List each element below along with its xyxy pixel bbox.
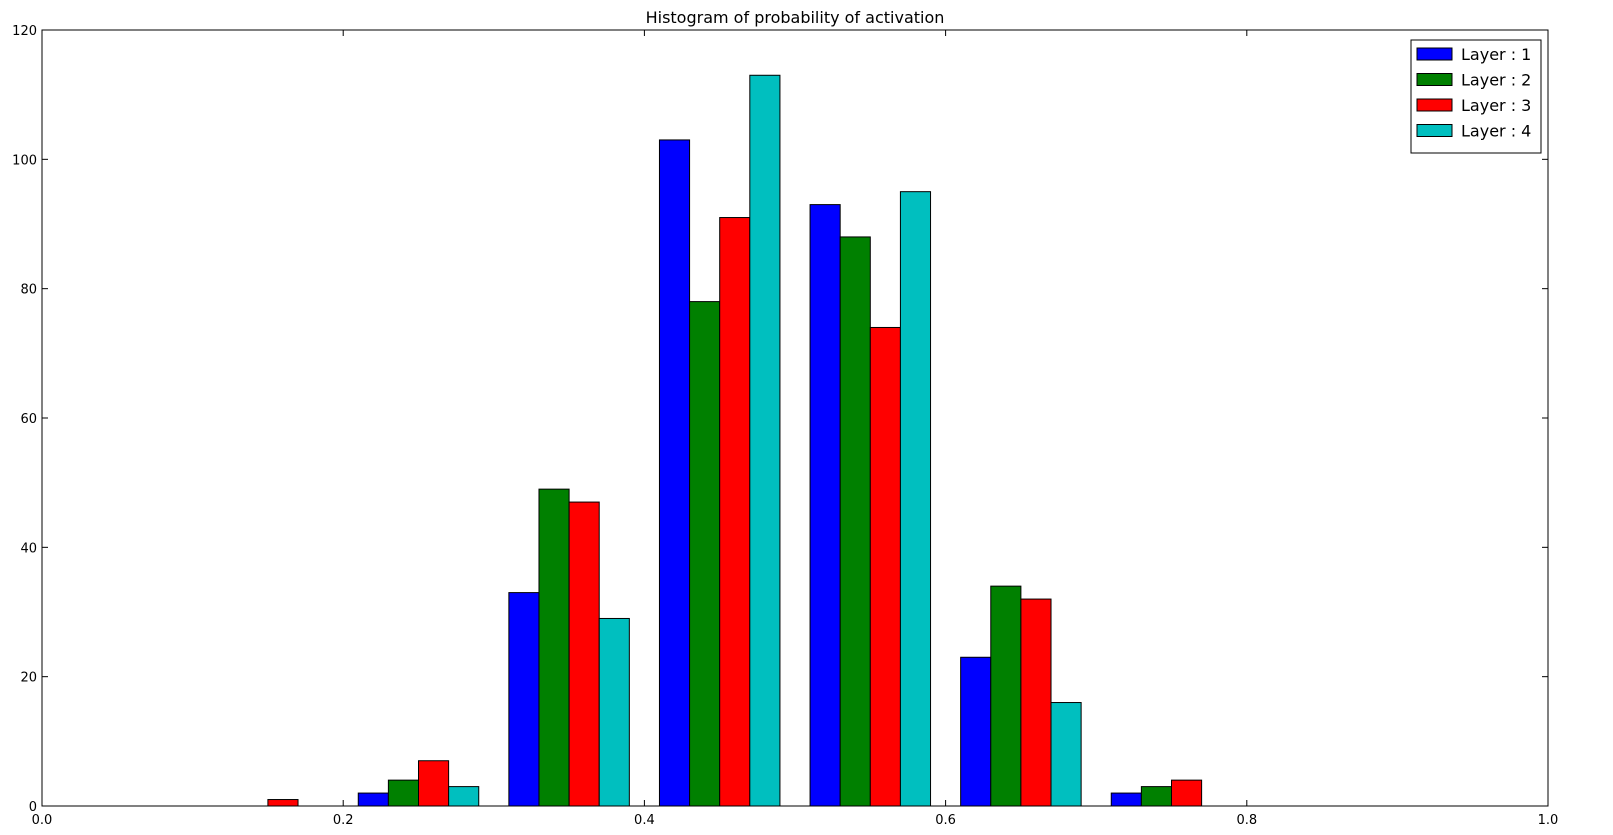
bar-layer-2-bin-7 [1140,786,1173,807]
bar-layer-1-bin-7 [1110,792,1142,807]
bar-layer-4-bin-6 [1050,702,1082,807]
x-tick-label: 0.0 [32,813,53,828]
bar-layer-1-bin-6 [960,656,992,807]
legend-label: Layer : 4 [1461,122,1531,141]
bar-layer-3-bin-4 [719,217,751,807]
x-tick-label: 0.2 [333,813,354,828]
bar-layer-4-bin-2 [448,786,480,807]
plot-frame [41,29,1549,807]
bar-layer-1-bin-4 [658,139,691,807]
bar-layer-2-bin-3 [538,488,570,807]
chart-title: Histogram of probability of activation [646,8,945,27]
y-tick-label: 80 [20,283,37,298]
legend-swatch [1416,73,1453,86]
x-tick-label: 0.4 [634,813,655,828]
legend-label: Layer : 1 [1461,45,1531,64]
legend-swatch [1416,124,1453,137]
legend-swatch [1416,47,1453,61]
bar-layer-3-bin-7 [1171,779,1203,807]
bar-layer-1-bin-5 [809,204,841,807]
y-tick-label: 100 [12,153,37,168]
x-tick-label: 0.6 [935,813,956,828]
bar-layer-3-bin-6 [1020,598,1052,807]
y-tick-label: 40 [20,541,37,556]
bar-layer-4-bin-4 [749,74,781,807]
x-tick-label: 1.0 [1538,813,1559,828]
y-tick-label: 60 [20,412,37,427]
bar-layer-3-bin-1 [267,799,299,807]
bar-layer-4-bin-5 [899,191,932,807]
legend-label: Layer : 2 [1461,71,1531,90]
bar-layer-3-bin-3 [568,501,600,807]
bar-layer-3-bin-2 [418,760,450,807]
y-tick-label: 20 [20,671,37,686]
legend-swatch [1416,98,1453,112]
bar-layer-2-bin-5 [839,236,871,807]
ticks-layer: 0.0 0.2 0.4 0.6 0.8 1.0 0 20 40 60 80 100 120 [12,24,1558,828]
bars-layer [267,74,1203,807]
bar-layer-3-bin-5 [869,326,901,807]
legend-label: Layer : 3 [1461,96,1531,115]
bar-layer-1-bin-2 [357,792,389,807]
y-tick-label: 0 [29,800,37,815]
legend: Layer : 1 Layer : 2 Layer : 3 Layer : 4 [1410,39,1542,154]
bar-layer-4-bin-3 [598,617,630,807]
bar-layer-2-bin-2 [387,779,420,807]
bar-layer-1-bin-3 [508,592,540,807]
y-tick-label: 120 [12,24,37,39]
bar-layer-2-bin-6 [990,585,1022,807]
x-tick-label: 0.8 [1236,813,1257,828]
bar-layer-2-bin-4 [689,301,721,807]
